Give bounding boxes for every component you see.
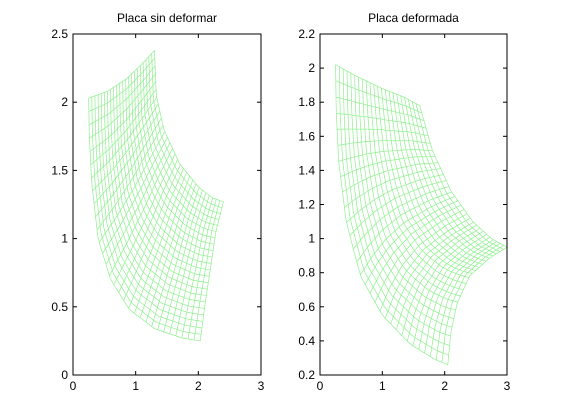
mesh-col-line <box>107 91 206 303</box>
mesh-col-line <box>122 81 211 271</box>
mesh-col-line <box>396 94 487 262</box>
chart-title: Placa deformada <box>368 11 459 25</box>
mesh-col-line <box>131 73 214 252</box>
mesh-col-line <box>125 79 212 264</box>
mesh-row-line <box>342 162 439 193</box>
mesh-col-line <box>369 82 464 291</box>
mesh-row-line <box>424 239 494 354</box>
x-tick-label: 1 <box>379 379 386 393</box>
mesh-row-line <box>374 209 465 303</box>
y-tick-label: 1 <box>308 232 315 246</box>
mesh-col-line <box>136 68 216 239</box>
mesh-col-line <box>384 89 476 271</box>
mesh-col-line <box>142 62 218 226</box>
mesh-row-line <box>96 125 164 231</box>
y-tick-label: 1.8 <box>298 95 315 109</box>
y-tick-label: 1.2 <box>298 198 315 212</box>
mesh-col-line <box>335 64 448 366</box>
mesh-col-line <box>103 92 205 309</box>
mesh-col-line <box>361 78 458 303</box>
mesh-col-line <box>154 50 224 203</box>
y-tick-label: 0.2 <box>298 368 315 382</box>
mesh-row-line <box>337 140 431 146</box>
mesh-col-line <box>110 89 207 296</box>
mesh-col-line <box>97 94 203 322</box>
y-tick-label: 1.4 <box>298 163 315 177</box>
mesh-col-line <box>415 103 504 250</box>
y-tick-label: 1.6 <box>298 129 315 143</box>
mesh-col-line <box>411 101 501 252</box>
x-tick-label: 0 <box>70 379 77 393</box>
y-tick-label: 0.4 <box>298 334 315 348</box>
mesh-col-line <box>400 95 490 259</box>
mesh-row-line <box>356 191 452 263</box>
mesh-col-line <box>88 98 201 342</box>
mesh-col-line <box>342 68 450 346</box>
mesh-row-line <box>447 246 508 365</box>
axes-box <box>72 33 262 376</box>
mesh-col-line <box>407 99 497 255</box>
y-tick-label: 2 <box>308 61 315 75</box>
mesh-col-line <box>116 85 209 284</box>
x-tick-label: 3 <box>504 379 511 393</box>
mesh-col-line <box>128 76 213 258</box>
mesh-col-line <box>373 84 467 284</box>
mesh-row-line <box>88 57 156 112</box>
mesh-col-line <box>134 71 215 245</box>
mesh-col-line <box>139 65 217 232</box>
mesh-col-line <box>392 92 483 265</box>
mesh-row-line <box>335 64 420 106</box>
chart-placa-deformada: Placa deformada 0 1 2 3 0.2 0.4 0.6 0.8 1 1.2 1.4 1… <box>298 11 510 393</box>
mesh-col-line <box>358 77 456 311</box>
x-tick-label: 3 <box>258 379 265 393</box>
axes: 0 1 2 3 0.2 0.4 0.6 0.8 1 1.2 1.4 1.6 1.8 2 2.2 <box>298 27 510 393</box>
mesh <box>88 50 224 342</box>
x-tick-label: 2 <box>441 379 448 393</box>
mesh-col-line <box>119 83 210 277</box>
mesh-col-line <box>365 80 461 297</box>
mesh-col-line <box>404 97 494 257</box>
y-tick-label: 0.6 <box>298 300 315 314</box>
chart-title: Placa sin deformar <box>117 11 217 25</box>
mesh-row-line <box>88 50 155 99</box>
y-tick-label: 2.5 <box>51 27 68 41</box>
mesh-col-line <box>145 59 220 220</box>
mesh-col-line <box>113 87 208 290</box>
mesh-col-line <box>148 56 221 214</box>
x-tick-label: 2 <box>195 379 202 393</box>
mesh-row-line <box>199 201 224 341</box>
mesh-col-line <box>381 88 473 275</box>
mesh-col-line <box>94 95 202 329</box>
mesh-row-line <box>435 243 501 361</box>
mesh-row-line <box>109 148 173 276</box>
x-tick-label: 0 <box>317 379 324 393</box>
mesh-col-line <box>419 105 508 248</box>
mesh-row-line <box>145 179 194 323</box>
y-tick-label: 0.8 <box>298 266 315 280</box>
y-tick-label: 0 <box>61 368 68 382</box>
y-tick-label: 1 <box>61 232 68 246</box>
y-tick-label: 1.5 <box>51 163 68 177</box>
mesh-col-line <box>339 66 449 356</box>
x-tick-label: 1 <box>132 379 139 393</box>
mesh-col-line <box>377 86 470 278</box>
mesh-col-line <box>91 96 202 335</box>
mesh-row-line <box>193 200 221 341</box>
y-tick-label: 0.5 <box>51 300 68 314</box>
axes: 0 1 2 3 0 0.5 1 1.5 2 2.5 <box>51 27 264 393</box>
y-tick-label: 2 <box>61 95 68 109</box>
chart-placa-sin-deformar: Placa sin deformar 0 1 2 3 0 0.5 1 1.5 2 2.5 <box>51 11 264 393</box>
mesh-col-line <box>388 91 480 268</box>
mesh-row-line <box>133 172 187 314</box>
mesh-col-line <box>100 93 204 316</box>
mesh-col-line <box>354 75 454 320</box>
y-tick-label: 2.2 <box>298 27 315 41</box>
mesh-col-line <box>151 53 223 209</box>
mesh <box>335 64 508 366</box>
mesh-col-line <box>350 73 453 328</box>
mesh-col-line <box>346 70 451 337</box>
mesh-row-line <box>335 80 423 114</box>
